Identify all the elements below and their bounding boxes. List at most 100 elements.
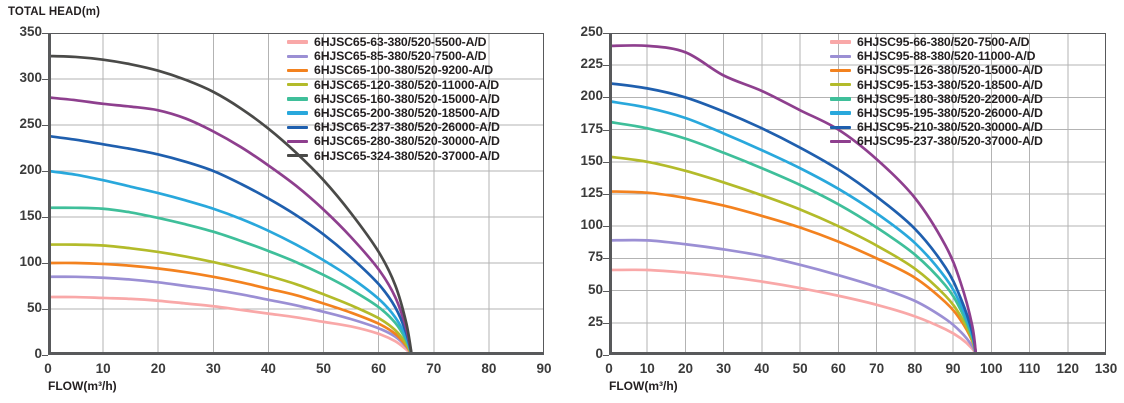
- x-tick-label: 50: [792, 361, 808, 376]
- x-tick-label: 90: [945, 361, 961, 376]
- page-title: TOTAL HEAD(m): [8, 6, 101, 18]
- y-tick-mark: [603, 97, 609, 98]
- y-tick-mark: [603, 194, 609, 195]
- x-tick-label: 120: [1056, 361, 1080, 376]
- y-tick-label: 200: [19, 162, 42, 177]
- legend-item-label: 6HJSC65-160-380/520-15000-A/D: [314, 91, 500, 106]
- y-tick-mark: [42, 171, 48, 172]
- x-tick-label: 40: [754, 361, 770, 376]
- legend-item-label: 6HJSC65-63-380/520-5500-A/D: [314, 35, 487, 50]
- x-tick-label: 0: [44, 361, 52, 376]
- y-tick-mark: [42, 309, 48, 310]
- legend-color-swatch-icon: [287, 111, 308, 115]
- y-tick-label: 0: [595, 346, 603, 361]
- x-tick-label: 20: [150, 361, 166, 376]
- legend-item[interactable]: 6HJSC95-66-380/520-7500-A/D: [830, 35, 1043, 49]
- legend-item[interactable]: 6HJSC65-160-380/520-15000-A/D: [287, 92, 500, 106]
- y-tick-label: 50: [26, 300, 42, 315]
- legend-item[interactable]: 6HJSC65-237-380/520-26000-A/D: [287, 120, 500, 134]
- legend-item-label: 6HJSC65-237-380/520-26000-A/D: [314, 120, 500, 135]
- x-tick-label: 0: [605, 361, 613, 376]
- x-tick-label: 60: [830, 361, 846, 376]
- legend-item[interactable]: 6HJSC65-280-380/520-30000-A/D: [287, 134, 500, 148]
- legend-color-swatch-icon: [830, 54, 851, 58]
- legend-item[interactable]: 6HJSC95-210-380/520-30000-A/D: [830, 120, 1043, 134]
- legend-item-label: 6HJSC65-120-380/520-11000-A/D: [314, 77, 500, 92]
- right-plot-area: [609, 33, 1106, 355]
- left-legend: 6HJSC65-63-380/520-5500-A/D 6HJSC65-85-38…: [287, 35, 500, 163]
- x-tick-label: 100: [980, 361, 1003, 376]
- y-tick-label: 100: [580, 217, 603, 233]
- x-tick-label: 70: [869, 361, 885, 376]
- legend-item[interactable]: 6HJSC95-88-380/520-11000-A/D: [830, 49, 1043, 63]
- y-tick-mark: [42, 355, 48, 356]
- y-tick-mark: [603, 33, 609, 34]
- legend-item-label: 6HJSC95-180-380/520-22000-A/D: [857, 91, 1043, 106]
- x-tick-label: 30: [205, 361, 221, 376]
- y-tick-mark: [42, 263, 48, 264]
- y-tick-mark: [603, 130, 609, 131]
- y-tick-label: 200: [580, 88, 603, 104]
- legend-color-swatch-icon: [287, 125, 308, 129]
- y-tick-label: 0: [34, 346, 42, 361]
- legend-item[interactable]: 6HJSC95-237-380/520-37000-A/D: [830, 134, 1043, 148]
- y-tick-mark: [603, 323, 609, 324]
- legend-color-swatch-icon: [287, 82, 308, 87]
- x-tick-label: 10: [639, 361, 655, 376]
- right-plot-svg: [609, 33, 1106, 355]
- left-chart-panel: 0 50 100 150 200 250 300 350 0 10 20 30 40 50 60 70 80 9…: [19, 24, 551, 393]
- x-tick-label: 40: [260, 361, 276, 376]
- legend-item-label: 6HJSC95-153-380/520-18500-A/D: [857, 77, 1043, 92]
- legend-color-swatch-icon: [830, 68, 851, 73]
- legend-color-swatch-icon: [830, 139, 851, 144]
- legend-item[interactable]: 6HJSC65-120-380/520-11000-A/D: [287, 78, 500, 92]
- x-tick-label: 80: [481, 361, 497, 376]
- legend-item-label: 6HJSC95-195-380/520-26000-A/D: [857, 106, 1043, 121]
- legend-item-label: 6HJSC95-210-380/520-30000-A/D: [857, 120, 1043, 135]
- y-tick-label: 75: [587, 249, 603, 265]
- x-tick-label: 80: [907, 361, 923, 376]
- legend-color-swatch-icon: [287, 68, 308, 73]
- right-legend: 6HJSC95-66-380/520-7500-A/D 6HJSC95-88-38…: [830, 35, 1043, 149]
- legend-color-swatch-icon: [830, 111, 851, 115]
- legend-item[interactable]: 6HJSC95-195-380/520-26000-A/D: [830, 106, 1043, 120]
- y-tick-label: 250: [19, 116, 42, 131]
- legend-item-label: 6HJSC95-66-380/520-7500-A/D: [857, 35, 1030, 50]
- left-plot-area: [48, 33, 544, 355]
- legend-item[interactable]: 6HJSC65-63-380/520-5500-A/D: [287, 35, 500, 49]
- legend-color-swatch-icon: [830, 40, 851, 44]
- x-tick-label: 130: [1094, 361, 1118, 376]
- x-tick-label: 110: [1018, 361, 1041, 376]
- y-tick-mark: [603, 355, 609, 356]
- y-tick-label: 25: [587, 313, 603, 329]
- legend-item[interactable]: 6HJSC65-200-380/520-18500-A/D: [287, 106, 500, 120]
- legend-color-swatch-icon: [287, 40, 308, 44]
- legend-item-label: 6HJSC95-126-380/520-15000-A/D: [857, 63, 1043, 78]
- legend-color-swatch-icon: [287, 139, 308, 144]
- y-tick-label: 150: [19, 208, 42, 223]
- legend-item[interactable]: 6HJSC95-153-380/520-18500-A/D: [830, 78, 1043, 92]
- y-tick-label: 250: [580, 24, 603, 39]
- y-tick-label: 225: [580, 56, 603, 72]
- legend-item[interactable]: 6HJSC95-180-380/520-22000-A/D: [830, 92, 1043, 106]
- legend-item[interactable]: 6HJSC95-126-380/520-15000-A/D: [830, 63, 1043, 77]
- y-tick-label: 100: [19, 254, 42, 269]
- legend-item[interactable]: 6HJSC65-85-380/520-7500-A/D: [287, 49, 500, 63]
- legend-item[interactable]: 6HJSC65-324-380/520-37000-A/D: [287, 149, 500, 163]
- x-tick-label: 30: [716, 361, 732, 376]
- right-chart-panel: 0 25 50 75 100 125 150 175 200 225 250 0 10 20 30 40 50…: [562, 0, 1124, 403]
- legend-color-swatch-icon: [287, 153, 308, 158]
- right-x-axis-label: FLOW(m³/h): [609, 379, 678, 393]
- left-plot-svg: [48, 33, 544, 355]
- left-x-axis-label: FLOW(m³/h): [48, 379, 117, 393]
- y-tick-label: 150: [580, 152, 603, 168]
- legend-item-label: 6HJSC65-280-380/520-30000-A/D: [314, 134, 500, 149]
- y-tick-mark: [42, 125, 48, 126]
- y-tick-mark: [603, 65, 609, 66]
- x-tick-label: 10: [95, 361, 111, 376]
- legend-item[interactable]: 6HJSC65-100-380/520-9200-A/D: [287, 63, 500, 77]
- legend-color-swatch-icon: [287, 97, 308, 101]
- y-tick-label: 175: [580, 120, 603, 136]
- legend-color-swatch-icon: [830, 125, 851, 129]
- x-tick-label: 50: [316, 361, 332, 376]
